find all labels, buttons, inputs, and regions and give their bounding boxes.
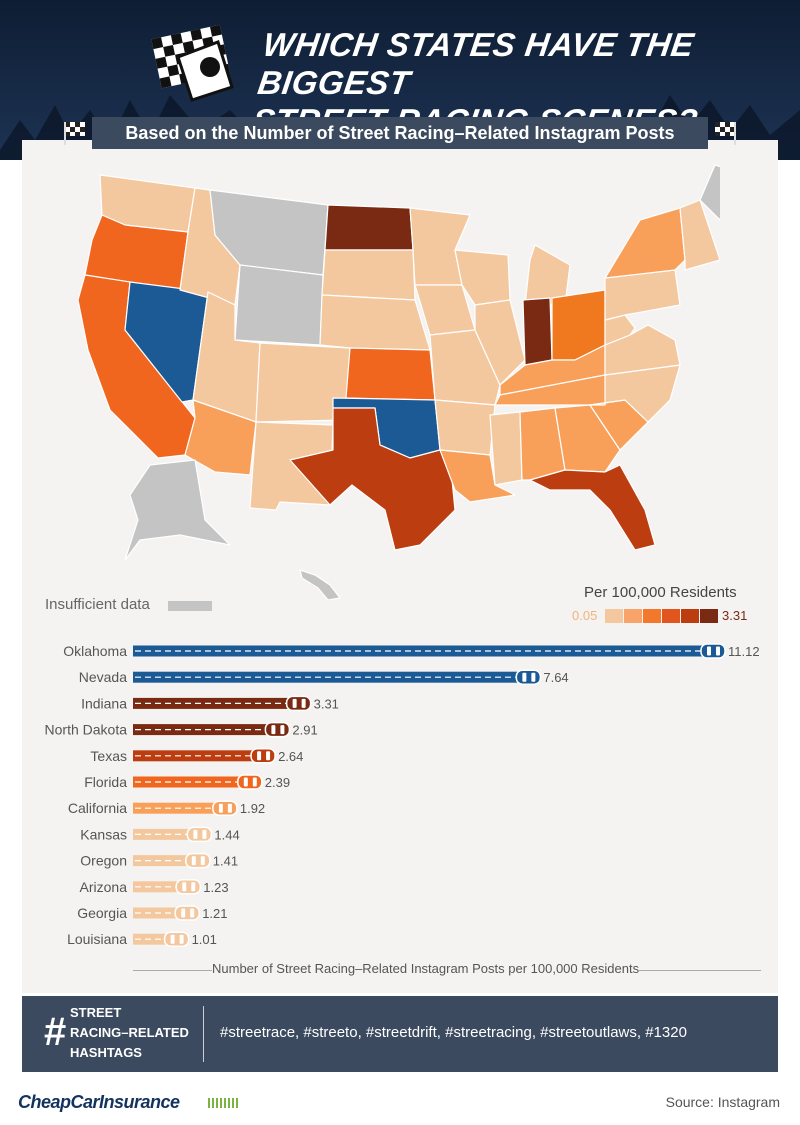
state-arkansas (434, 399, 496, 456)
state-north-dakota (324, 204, 414, 251)
state-alaska (124, 459, 231, 561)
checkered-flag-icon (715, 122, 736, 145)
category-label: Kansas (80, 826, 127, 842)
category-label: Oregon (80, 853, 127, 869)
state-hawaii (299, 569, 341, 600)
car-icon (174, 905, 200, 921)
x-axis-title: Number of Street Racing–Related Instagra… (212, 961, 640, 976)
value-label: 1.44 (214, 827, 239, 842)
brand-stripes (208, 1098, 238, 1108)
category-label: California (68, 800, 127, 816)
hashtag-panel: # STREET RACING–RELATED HASHTAGS #street… (22, 996, 778, 1072)
value-label: 1.41 (213, 854, 238, 869)
category-label: Indiana (81, 695, 127, 711)
state-nebraska (319, 294, 431, 351)
hashtag-panel-label: STREET RACING–RELATED HASHTAGS (70, 1003, 210, 1063)
value-label: 1.21 (202, 906, 227, 921)
category-label: North Dakota (45, 722, 128, 738)
category-label: Nevada (79, 669, 127, 685)
hashtag-label-line-1: STREET (70, 1005, 122, 1020)
car-icon (175, 879, 202, 895)
state-mississippi (489, 411, 523, 486)
state-pennsylvania (604, 269, 681, 321)
hashtag-label-line-3: HASHTAGS (70, 1045, 142, 1060)
legend-swatch (681, 609, 699, 623)
state-illinois (474, 299, 526, 386)
state-texas (289, 407, 456, 551)
state-south-dakota (321, 249, 416, 301)
category-label: Oklahoma (63, 643, 127, 659)
value-label: 2.39 (265, 775, 290, 790)
value-label: 1.92 (240, 801, 265, 816)
legend-swatch (700, 609, 718, 623)
value-label: 11.12 (728, 644, 760, 659)
car-icon (186, 826, 213, 843)
category-label: Georgia (77, 905, 127, 921)
car-icon (285, 695, 312, 712)
state-iowa (414, 284, 476, 336)
bar (133, 828, 210, 840)
category-label: Arizona (80, 879, 128, 895)
state-wyoming (234, 264, 324, 346)
value-label: 2.91 (292, 723, 317, 738)
state-missouri (429, 329, 501, 406)
insufficient-data-label: Insufficient data (45, 596, 150, 613)
state-georgia (554, 404, 621, 473)
state-louisiana (439, 449, 516, 503)
car-icon (185, 852, 211, 869)
source-label: Source: Instagram (665, 1094, 780, 1110)
us-choropleth-map (77, 164, 720, 600)
state-new-england (679, 199, 720, 271)
legend-swatch (605, 609, 623, 623)
hashtag-label-line-2: RACING–RELATED (70, 1025, 189, 1040)
car-icon (212, 800, 238, 816)
legend-min-label: 0.05 (572, 608, 598, 623)
value-label: 7.64 (543, 670, 568, 685)
category-label: Texas (90, 748, 127, 764)
value-label: 1.01 (192, 932, 217, 947)
legend-color-scale (605, 609, 718, 623)
subtitle: Based on the Number of Street Racing–Rel… (92, 117, 708, 149)
legend-swatch (643, 609, 661, 623)
state-florida (529, 464, 656, 551)
legend-swatch (624, 609, 642, 623)
checkered-flag-logo (151, 24, 234, 102)
category-label: Florida (84, 774, 127, 790)
state-indiana (522, 297, 553, 366)
divider (203, 1006, 204, 1062)
car-icon (515, 669, 542, 685)
value-label: 3.31 (314, 696, 339, 711)
bar (133, 750, 274, 762)
car-icon (264, 721, 291, 738)
bar-chart: Oklahoma 11.12 Nevada 7.64 Indiana 3.31 North … (45, 643, 760, 947)
car-icon (237, 774, 263, 790)
legend-swatch (662, 609, 680, 623)
value-label: 1.23 (203, 880, 228, 895)
car-icon (700, 643, 726, 659)
hashtag-list: #streetrace, #streeto, #streetdrift, #st… (220, 1024, 687, 1041)
state-north-carolina (589, 364, 681, 423)
bar (133, 802, 235, 814)
title-line-1: Which States Have The Biggest (255, 26, 697, 101)
footer: CheapCarInsurance Source: Instagram (0, 1080, 800, 1125)
hash-symbol: # (44, 1010, 67, 1054)
category-label: Louisiana (67, 931, 127, 947)
brand-logo: CheapCarInsurance (18, 1092, 180, 1112)
legend-title: Per 100,000 Residents (584, 584, 737, 601)
title-block: Which States Have The Biggest Street Rac… (148, 12, 708, 139)
state-new-york (604, 207, 686, 279)
value-label: 2.64 (278, 749, 303, 764)
insufficient-data-swatch (168, 601, 212, 611)
legend-max-label: 3.31 (722, 608, 748, 623)
state-kansas (345, 347, 436, 401)
checkered-flag-icon (64, 122, 85, 145)
car-icon (250, 748, 276, 764)
state-maine (699, 164, 720, 221)
car-icon (163, 931, 190, 947)
